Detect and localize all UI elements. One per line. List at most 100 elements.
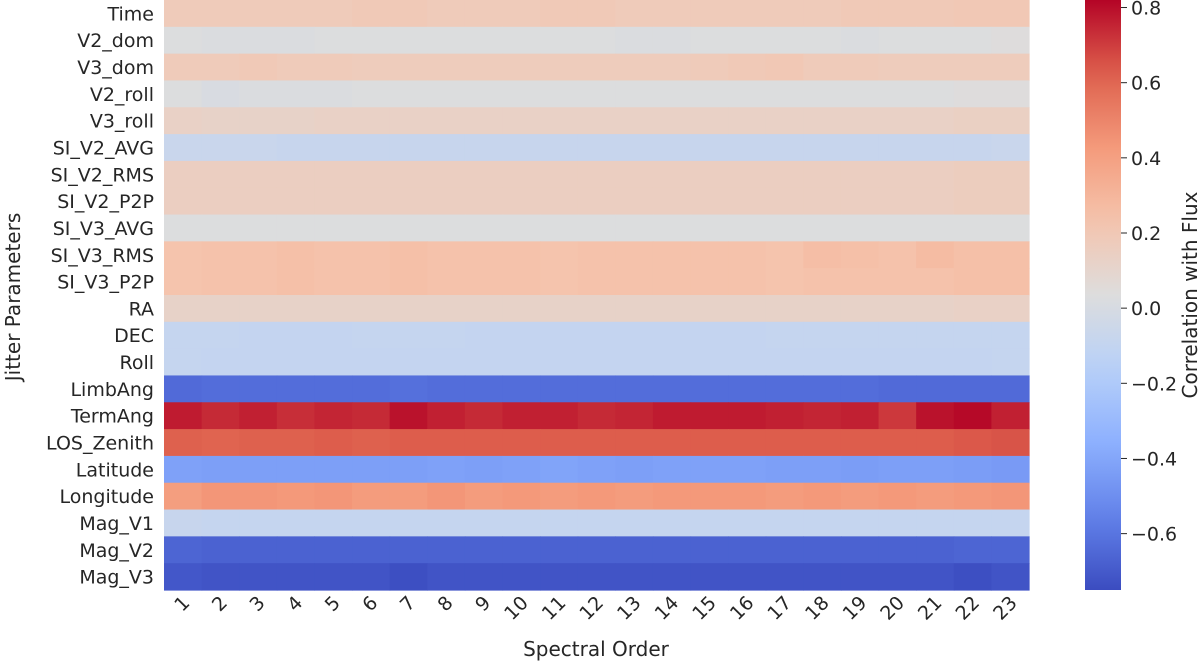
heatmap-cell (389, 321, 428, 350)
heatmap-cell (389, 107, 428, 135)
heatmap-cell (615, 0, 654, 28)
heatmap-cell (765, 134, 804, 162)
heatmap-cell (314, 429, 353, 457)
heatmap-cell (502, 455, 541, 484)
heatmap-cell (502, 536, 541, 564)
heatmap-cell (352, 214, 391, 242)
heatmap-cell (389, 241, 428, 269)
heatmap-cell (615, 402, 654, 430)
heatmap-cell (840, 160, 880, 189)
heatmap-cell (540, 295, 579, 323)
heatmap-cell (314, 268, 353, 296)
heatmap-cell (164, 187, 203, 216)
heatmap-cell (953, 429, 992, 457)
heatmap-cell (352, 107, 391, 135)
heatmap-cell (427, 134, 466, 162)
heatmap-cell (728, 0, 767, 28)
heatmap-cell (464, 455, 504, 484)
heatmap-cell (652, 160, 692, 189)
heatmap-cell (389, 429, 428, 457)
x-tick-label: 11 (538, 592, 571, 625)
x-tick-label: 7 (396, 592, 420, 616)
heatmap-cell (276, 187, 316, 216)
heatmap-cell (953, 509, 992, 537)
heatmap-cell (314, 402, 353, 430)
heatmap-cell (577, 455, 616, 484)
heatmap-cell (765, 455, 804, 484)
heatmap-cell (427, 429, 466, 457)
heatmap-cell (239, 295, 278, 323)
heatmap-cell (540, 268, 579, 296)
heatmap-cell (464, 348, 504, 377)
heatmap-cell (352, 563, 391, 591)
heatmap-cell (765, 402, 804, 430)
heatmap-cell (540, 321, 579, 350)
heatmap-cell (352, 268, 391, 296)
heatmap-cell (540, 429, 579, 457)
y-tick-label: SI_V3_RMS (51, 245, 154, 267)
heatmap-cell (953, 214, 992, 242)
heatmap-cell (690, 509, 729, 537)
heatmap-cell (352, 53, 391, 82)
heatmap-cell (314, 509, 353, 537)
colorbar-title: Correlation with Flux (1178, 191, 1200, 398)
heatmap-cell (276, 53, 316, 82)
heatmap-cell (540, 241, 579, 269)
heatmap-cell (652, 509, 692, 537)
heatmap-cell (314, 321, 353, 350)
heatmap-cell (878, 348, 917, 377)
y-tick-labels: Time V2_dom V3_dom V2_roll V3_roll SI_V2_AVG S… (46, 3, 154, 588)
heatmap-cell (276, 26, 316, 55)
heatmap-cell (615, 268, 654, 296)
heatmap-cell (840, 214, 880, 242)
heatmap-cell (803, 563, 842, 591)
heatmap-cell (728, 295, 767, 323)
heatmap-cell (201, 536, 240, 564)
heatmap-cell (164, 348, 203, 377)
heatmap-cell (803, 348, 842, 377)
heatmap-cell (464, 241, 504, 269)
heatmap-cell (916, 402, 955, 430)
heatmap-cell (164, 214, 203, 242)
heatmap-cell (577, 402, 616, 430)
heatmap-cell (728, 509, 767, 537)
heatmap-cell (464, 536, 504, 564)
heatmap-cell (427, 509, 466, 537)
heatmap-cell (239, 134, 278, 162)
heatmap-cell (577, 509, 616, 537)
heatmap-cell (953, 536, 992, 564)
heatmap-cell (464, 509, 504, 537)
heatmap-cell (427, 160, 466, 189)
heatmap-cell (427, 375, 466, 403)
heatmap-cell (464, 375, 504, 403)
heatmap-cell (314, 348, 353, 377)
colorbar-tick-label: 0.2 (1131, 223, 1161, 245)
heatmap-cell (615, 134, 654, 162)
x-tick-label: 6 (358, 592, 382, 616)
heatmap-cell (389, 402, 428, 430)
heatmap-cell (427, 455, 466, 484)
heatmap-cell (953, 26, 992, 55)
heatmap-cell (765, 536, 804, 564)
heatmap-cell (502, 187, 541, 216)
y-tick-label: Mag_V1 (79, 513, 154, 535)
heatmap-cell (803, 0, 842, 28)
heatmap-cell (540, 482, 579, 511)
heatmap-cell (991, 214, 1030, 242)
heatmap-cell (164, 241, 203, 269)
heatmap-cell (352, 482, 391, 511)
heatmap-cell (991, 295, 1030, 323)
heatmap-cell (239, 187, 278, 216)
y-tick-label: SI_V2_P2P (57, 191, 154, 213)
heatmap-cell (540, 563, 579, 591)
heatmap-cell (464, 482, 504, 511)
heatmap-cell (540, 348, 579, 377)
heatmap-cell (916, 214, 955, 242)
heatmap-cell (239, 402, 278, 430)
heatmap-cell (389, 295, 428, 323)
heatmap-cell (765, 268, 804, 296)
heatmap-cell (239, 536, 278, 564)
heatmap-cell (276, 268, 316, 296)
heatmap-cell (916, 536, 955, 564)
heatmap-cell (201, 402, 240, 430)
